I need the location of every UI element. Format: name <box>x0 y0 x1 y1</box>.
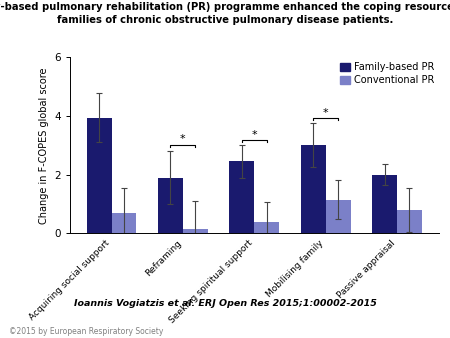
Text: families of chronic obstructive pulmonary disease patients.: families of chronic obstructive pulmonar… <box>57 15 393 25</box>
Bar <box>183 229 208 233</box>
Text: *: * <box>252 130 257 140</box>
Bar <box>372 175 397 233</box>
Bar <box>86 118 112 233</box>
Bar <box>112 213 136 233</box>
Bar <box>301 145 326 233</box>
Bar <box>254 222 279 233</box>
Bar <box>229 162 254 233</box>
Bar <box>397 210 422 233</box>
Text: *: * <box>180 134 186 144</box>
Text: A family-based pulmonary rehabilitation (PR) programme enhanced the coping resou: A family-based pulmonary rehabilitation … <box>0 2 450 12</box>
Bar <box>326 199 351 233</box>
Legend: Family-based PR, Conventional PR: Family-based PR, Conventional PR <box>340 62 434 85</box>
Text: ©2015 by European Respiratory Society: ©2015 by European Respiratory Society <box>9 327 163 336</box>
Text: *: * <box>323 108 328 118</box>
Y-axis label: Change in F-COPES global score: Change in F-COPES global score <box>39 67 49 224</box>
Text: Ioannis Vogiatzis et al. ERJ Open Res 2015;1:00002-2015: Ioannis Vogiatzis et al. ERJ Open Res 20… <box>73 299 377 308</box>
Bar <box>158 177 183 233</box>
